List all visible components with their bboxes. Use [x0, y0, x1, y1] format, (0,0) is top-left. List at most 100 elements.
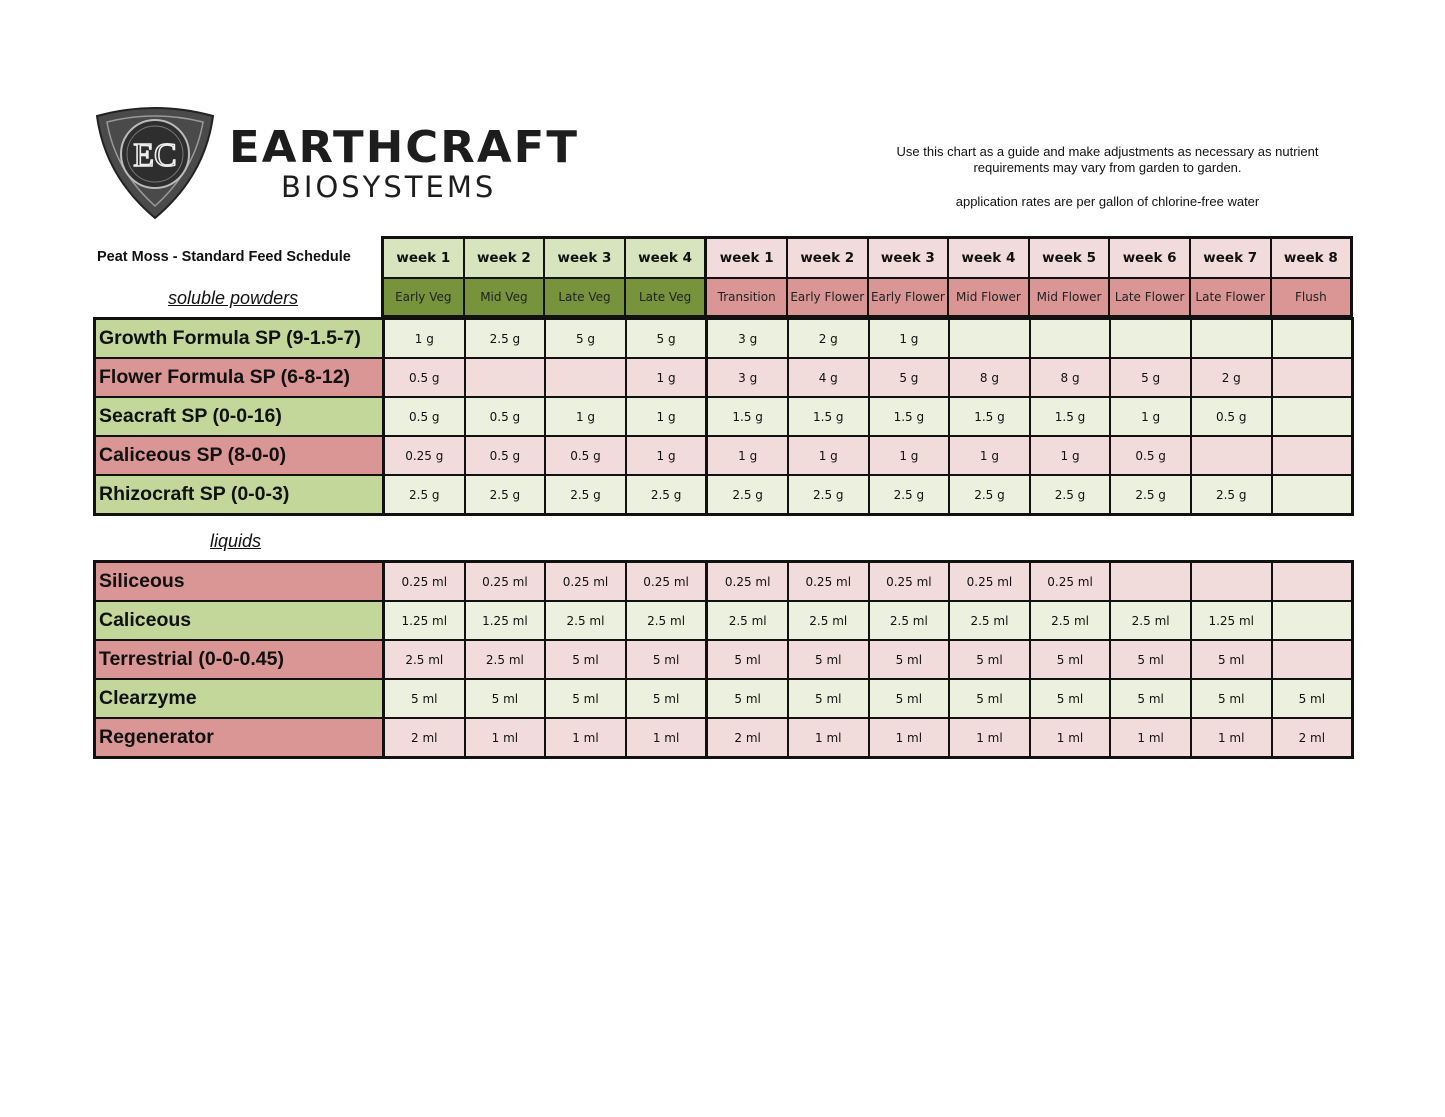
stage-header-cell: Late Veg: [543, 277, 626, 318]
week-header-cell: week 7: [1188, 236, 1272, 279]
dose-cell: 5 g: [1109, 357, 1192, 398]
week-header-cell: week 4: [947, 236, 1030, 279]
dose-cell: 1 ml: [867, 717, 951, 759]
dose-cell: 5 ml: [867, 639, 951, 680]
product-label: Caliceous: [93, 600, 385, 641]
dose-cell: 0.25 ml: [463, 560, 547, 602]
dose-cell: 0.5 g: [463, 396, 547, 437]
product-label: Flower Formula SP (6-8-12): [93, 357, 385, 398]
dose-cell: [1270, 435, 1354, 476]
stage-header-cell: Mid Flower: [1027, 277, 1111, 318]
dose-cell: 2.5 ml: [948, 600, 1031, 641]
week-header-cell: week 3: [866, 236, 950, 279]
dose-cell: 2.5 ml: [705, 600, 789, 641]
stage-header-cell: Flush: [1269, 277, 1353, 318]
dose-cell: 1 g: [948, 435, 1031, 476]
dose-cell: 2.5 ml: [544, 600, 627, 641]
dose-cell: [1270, 474, 1354, 516]
dose-cell: 0.25 ml: [786, 560, 870, 602]
dose-cell: [948, 317, 1031, 359]
dose-cell: [1189, 435, 1273, 476]
dose-cell: 1 ml: [786, 717, 870, 759]
dose-cell: 2.5 ml: [786, 600, 870, 641]
product-label: Growth Formula SP (9-1.5-7): [93, 317, 385, 359]
dose-cell: [1028, 317, 1112, 359]
dose-cell: 2.5 g: [705, 474, 789, 516]
dose-cell: 2.5 g: [867, 474, 951, 516]
dose-cell: 1 ml: [544, 717, 627, 759]
dose-cell: 0.25 g: [382, 435, 466, 476]
dose-cell: 0.25 ml: [948, 560, 1031, 602]
brand-name: EARTHCRAFT: [229, 122, 580, 173]
dose-cell: 2.5 g: [786, 474, 870, 516]
week-header-cell: week 2: [785, 236, 869, 279]
table-row: Siliceous 0.25 ml 0.25 ml 0.25 ml 0.25 ml 0.2…: [93, 560, 1354, 602]
dose-cell: 5 ml: [705, 639, 789, 680]
dose-cell: 1 ml: [1189, 717, 1273, 759]
dose-cell: 2.5 g: [1189, 474, 1273, 516]
dose-cell: 5 ml: [1189, 639, 1273, 680]
dose-cell: 0.5 g: [463, 435, 547, 476]
rates-note: application rates are per gallon of chlo…: [955, 194, 1260, 209]
dose-cell: 5 ml: [544, 639, 627, 680]
table-row: Clearzyme 5 ml 5 ml 5 ml 5 ml 5 ml 5 ml 5 ml 5 m…: [93, 678, 1354, 719]
week-header-cell: week 5: [1027, 236, 1111, 279]
dose-cell: 8 g: [1028, 357, 1112, 398]
dose-cell: 1 g: [382, 317, 466, 359]
dose-cell: 2.5 g: [382, 474, 466, 516]
dose-cell: 5 ml: [624, 639, 708, 680]
section-label-powders: soluble powders: [168, 288, 299, 308]
table-row: Terrestrial (0-0-0.45) 2.5 ml 2.5 ml 5 ml 5 …: [93, 639, 1354, 680]
dose-cell: 0.25 ml: [382, 560, 466, 602]
dose-cell: 2.5 g: [463, 474, 547, 516]
dose-cell: 2.5 g: [1109, 474, 1192, 516]
dose-cell: 2 ml: [1270, 717, 1354, 759]
product-label: Rhizocraft SP (0-0-3): [93, 474, 385, 516]
product-label: Siliceous: [93, 560, 385, 602]
dose-cell: 5 ml: [1270, 678, 1354, 719]
dose-cell: 5 g: [544, 317, 627, 359]
dose-cell: 5 g: [867, 357, 951, 398]
dose-cell: 1.5 g: [1028, 396, 1112, 437]
table-row: Caliceous 1.25 ml 1.25 ml 2.5 ml 2.5 ml 2.5 m…: [93, 600, 1354, 641]
week-header-cell: week 6: [1108, 236, 1191, 279]
stage-header-cell: Late Flower: [1108, 277, 1191, 318]
dose-cell: 1.5 g: [948, 396, 1031, 437]
dose-cell: 1 ml: [624, 717, 708, 759]
dose-cell: 5 ml: [1109, 639, 1192, 680]
dose-cell: 0.5 g: [1109, 435, 1192, 476]
table-row: Regenerator 2 ml 1 ml 1 ml 1 ml 2 ml 1 ml 1 ml 1…: [93, 717, 1354, 759]
week-header-cell: week 4: [623, 236, 707, 279]
product-label: Clearzyme: [93, 678, 385, 719]
dose-cell: 3 g: [705, 357, 789, 398]
dose-cell: 0.25 ml: [1028, 560, 1112, 602]
dose-cell: 1 ml: [1028, 717, 1112, 759]
dose-cell: [1270, 560, 1354, 602]
dose-cell: 2.5 ml: [624, 600, 708, 641]
dose-cell: [544, 357, 627, 398]
dose-cell: 5 g: [624, 317, 708, 359]
brand-subtitle: BIOSYSTEMS: [281, 170, 497, 204]
dose-cell: 2.5 ml: [1028, 600, 1112, 641]
dose-cell: 0.5 g: [382, 396, 466, 437]
dose-cell: 1 g: [624, 396, 708, 437]
week-header-cell: week 2: [462, 236, 546, 279]
stage-header-cell: Late Veg: [623, 277, 707, 318]
dose-cell: 2 g: [1189, 357, 1273, 398]
dose-cell: 5 ml: [786, 639, 870, 680]
dose-cell: [1189, 317, 1273, 359]
dose-cell: 5 ml: [867, 678, 951, 719]
stage-header-cell: Early Flower: [785, 277, 869, 318]
dose-cell: 1 g: [867, 317, 951, 359]
dose-cell: 0.5 g: [1189, 396, 1273, 437]
dose-cell: 1 g: [624, 435, 708, 476]
dose-cell: 2.5 g: [1028, 474, 1112, 516]
dose-cell: 1.25 ml: [463, 600, 547, 641]
dose-cell: 3 g: [705, 317, 789, 359]
dose-cell: 2.5 ml: [867, 600, 951, 641]
week-header: week 1 week 2 week 3 week 4 week 1 week 2 week…: [381, 236, 1354, 318]
